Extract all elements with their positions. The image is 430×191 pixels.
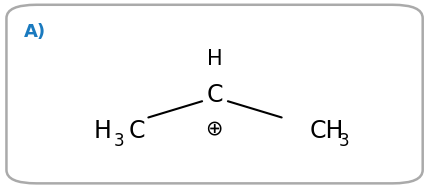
Text: C: C: [128, 119, 144, 143]
Text: 3: 3: [114, 132, 125, 150]
Text: A): A): [24, 23, 46, 41]
Text: C: C: [207, 83, 223, 108]
Text: 3: 3: [339, 132, 350, 150]
FancyBboxPatch shape: [6, 5, 423, 183]
Text: CH: CH: [310, 119, 344, 143]
Text: H: H: [94, 119, 112, 143]
Text: H: H: [207, 49, 223, 69]
Text: ⊕: ⊕: [206, 119, 223, 139]
